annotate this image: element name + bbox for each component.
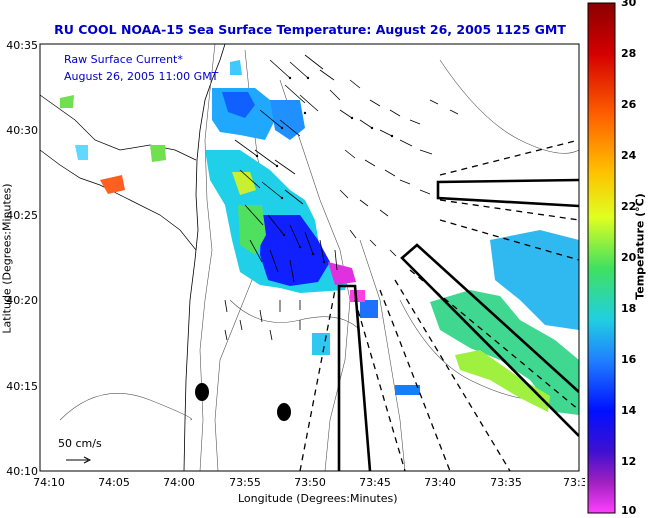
y-tick-label: 40:20 [6, 294, 38, 307]
colorbar-tick: 14 [621, 404, 637, 417]
colorbar-tick: 26 [621, 98, 637, 111]
x-tick-label: 74:10 [33, 476, 65, 489]
colorbar-tick: 20 [621, 251, 637, 264]
scale-arrow [66, 456, 92, 464]
x-tick-label: 73:35 [490, 476, 522, 489]
colorbar-tick: 10 [621, 504, 637, 517]
colorbar-tick: 30 [621, 0, 637, 9]
shipping-lanes [337, 178, 579, 471]
current-vectors [224, 54, 459, 341]
x-axis-label: Longitude (Degrees:Minutes) [238, 492, 398, 505]
x-tick-label: 73:45 [359, 476, 391, 489]
map-title: RU COOL NOAA-15 Sea Surface Temperature:… [54, 22, 566, 37]
legend-line-1: Raw Surface Current* [64, 53, 183, 66]
colorbar-tick: 28 [621, 47, 637, 60]
colorbar [587, 2, 616, 514]
colorbar-tick: 22 [621, 200, 637, 213]
x-tick-label: 74:00 [163, 476, 195, 489]
colorbar-tick: 24 [621, 149, 637, 162]
marker-dot [277, 403, 291, 421]
y-tick-label: 40:25 [6, 209, 38, 222]
marker-dot [195, 383, 209, 401]
plot-frame [39, 43, 580, 472]
y-tick-label: 40:35 [6, 39, 38, 52]
coastline [40, 94, 197, 161]
x-tick-label: 73:55 [229, 476, 261, 489]
colorbar-tick: 18 [621, 302, 637, 315]
land-area [40, 44, 226, 471]
x-tick-label: 73:50 [294, 476, 326, 489]
colorbar-title: Temperature (°C) [633, 193, 647, 300]
scale-label: 50 cm/s [58, 437, 102, 450]
y-tick-label: 40:30 [6, 124, 38, 137]
x-tick-label: 74:05 [98, 476, 130, 489]
y-tick-label: 40:15 [6, 380, 38, 393]
sst-patches [60, 60, 579, 415]
legend-line-2: August 26, 2005 11:00 GMT [64, 70, 219, 83]
y-tick-label: 40:10 [6, 465, 38, 478]
colorbar-tick: 12 [621, 455, 637, 468]
x-tick-label: 73:30 [563, 476, 585, 489]
coastline [40, 149, 197, 251]
x-tick-label: 73:40 [424, 476, 456, 489]
colorbar-tick: 16 [621, 353, 637, 366]
current-vector-heads [255, 76, 394, 264]
